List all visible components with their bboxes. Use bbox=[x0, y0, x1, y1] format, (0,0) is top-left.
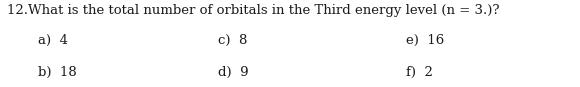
Text: d)  9: d) 9 bbox=[218, 66, 248, 79]
Text: c)  8: c) 8 bbox=[218, 33, 247, 47]
Text: 12.What is the total number of orbitals in the Third energy level (n = 3.)?: 12.What is the total number of orbitals … bbox=[7, 4, 499, 17]
Text: b)  18: b) 18 bbox=[38, 66, 77, 79]
Text: a)  4: a) 4 bbox=[38, 33, 68, 47]
Text: e)  16: e) 16 bbox=[406, 33, 444, 47]
Text: f)  2: f) 2 bbox=[406, 66, 433, 79]
